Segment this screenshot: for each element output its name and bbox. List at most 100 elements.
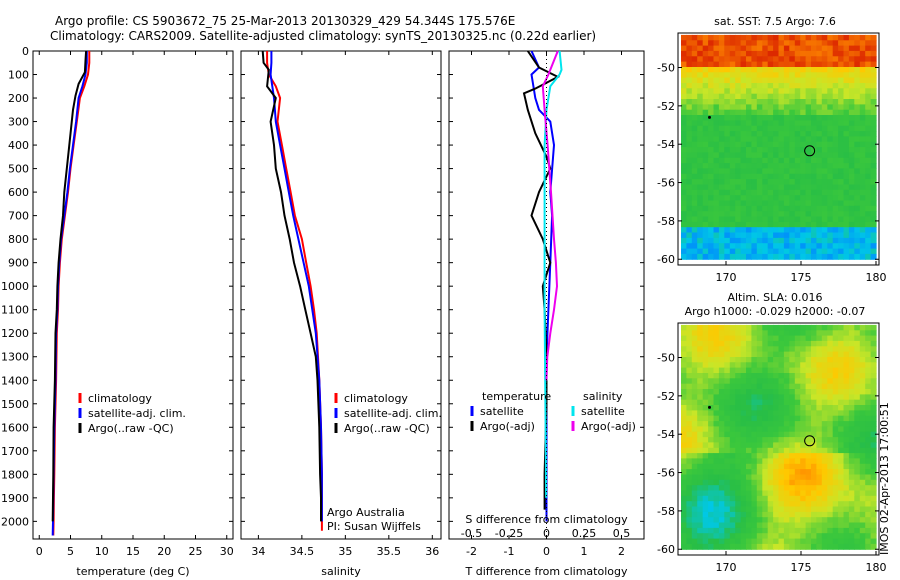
map-cell: [762, 533, 769, 540]
map-cell: [843, 517, 850, 524]
map-cell: [789, 131, 796, 137]
map-cell: [783, 157, 790, 164]
map-cell: [865, 211, 872, 218]
map-cell: [767, 216, 774, 223]
map-cell: [756, 330, 763, 337]
map-cell: [838, 378, 845, 385]
map-cell: [756, 543, 763, 550]
map-cell: [697, 426, 704, 433]
map-cell: [794, 511, 801, 518]
map-cell: [697, 506, 704, 513]
map-cell: [811, 517, 817, 524]
map-cell: [816, 538, 823, 545]
map-cell: [838, 168, 845, 175]
map-cell: [751, 421, 758, 427]
map-cell: [746, 77, 752, 84]
map-cell: [735, 335, 742, 342]
map-cell: [697, 458, 704, 465]
map-cell: [740, 399, 747, 406]
map-cell: [691, 40, 698, 47]
map-cell: [756, 469, 763, 475]
map-cell: [708, 538, 715, 545]
map-cell: [702, 99, 709, 105]
map-cell: [854, 232, 861, 239]
map-cell: [778, 67, 785, 73]
map-cell: [708, 453, 715, 459]
map-cell: [794, 469, 801, 475]
map-cell: [756, 157, 763, 164]
map-cell: [848, 147, 855, 153]
map-cell: [762, 485, 769, 492]
map-cell: [767, 200, 774, 207]
map-cell: [827, 324, 834, 331]
map-cell: [821, 373, 828, 379]
map-cell: [789, 221, 796, 228]
map-cell: [740, 527, 747, 534]
map-cell: [794, 253, 801, 260]
map-cell: [848, 330, 855, 337]
map-cell: [859, 495, 866, 502]
map-cell: [838, 346, 845, 353]
map-cell: [686, 431, 693, 438]
map-cell: [811, 88, 817, 95]
map-cell: [848, 61, 855, 68]
map-cell: [718, 346, 725, 353]
map-cell: [816, 495, 823, 502]
map-cell: [740, 195, 747, 202]
map-cell: [735, 389, 742, 395]
map-cell: [713, 88, 720, 95]
map-cell: [848, 40, 855, 47]
map-cell: [762, 453, 769, 459]
map-cell: [865, 453, 872, 459]
map-cell: [854, 399, 861, 406]
map-cell: [767, 426, 774, 433]
map-cell: [729, 346, 736, 353]
map-cell: [713, 421, 720, 427]
map-cell: [800, 383, 807, 390]
map-cell: [800, 61, 807, 68]
map-cell: [691, 189, 698, 196]
map-cell: [708, 232, 715, 239]
map-cell: [859, 72, 866, 79]
map-cell: [838, 495, 845, 502]
map-cell: [838, 83, 845, 89]
map-cell: [848, 195, 855, 202]
map-cell: [811, 152, 817, 159]
map-cell: [713, 378, 720, 385]
map-cell: [805, 104, 812, 111]
map-cell: [816, 437, 823, 443]
map-cell: [843, 410, 850, 417]
map-cell: [681, 67, 687, 73]
map-cell: [740, 426, 747, 433]
map-cell: [805, 362, 812, 369]
map-cell: [783, 141, 790, 148]
x2-axis-label: S difference from climatology: [465, 513, 628, 526]
map-cell: [778, 453, 785, 459]
map-cell: [713, 330, 720, 337]
map-cell: [713, 501, 720, 508]
map-cell: [854, 147, 861, 153]
map-cell: [805, 453, 812, 459]
map-cell: [697, 373, 704, 379]
map-cell: [800, 152, 807, 159]
map-cell: [767, 405, 774, 411]
map-cell: [762, 125, 769, 132]
map-cell: [756, 211, 763, 218]
map-cell: [794, 495, 801, 502]
map-cell: [681, 394, 687, 401]
map-cell: [718, 120, 725, 127]
x-tick-label: 0: [543, 545, 550, 558]
map-cell: [789, 243, 796, 250]
map-cell: [691, 115, 698, 121]
map-cell: [767, 104, 774, 111]
map-cell: [762, 479, 769, 486]
map-cell: [859, 378, 866, 385]
map-cell: [713, 120, 720, 127]
map-cell: [789, 157, 796, 164]
map-cell: [691, 88, 698, 95]
map-cell: [827, 45, 834, 52]
nearby-point-marker: [708, 115, 711, 119]
map-cell: [865, 490, 872, 497]
map-cell: [686, 490, 693, 497]
map-cell: [805, 115, 812, 121]
